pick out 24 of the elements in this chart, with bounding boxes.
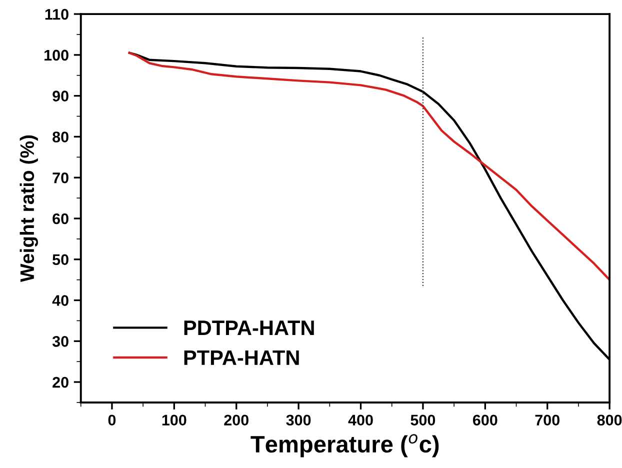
x-tick-label: 300 bbox=[286, 414, 311, 426]
x-axis-title: Temperature ($^{o}$c) bbox=[250, 434, 439, 458]
y-tick-label: 90 bbox=[52, 90, 68, 102]
x-tick-label: 800 bbox=[597, 414, 622, 426]
y-axis-title: Weight ratio (%) bbox=[20, 135, 38, 282]
y-tick-label: 60 bbox=[52, 213, 68, 224]
y-tick-label: 40 bbox=[52, 295, 68, 306]
x-tick-label: 0 bbox=[108, 414, 116, 426]
y-tick-label: 100 bbox=[44, 50, 68, 61]
y-tick-label: 30 bbox=[52, 336, 68, 347]
y-tick-label: 80 bbox=[52, 132, 68, 142]
x-tick-label: 200 bbox=[224, 414, 248, 426]
y-tick-label: 50 bbox=[52, 254, 68, 266]
legend-label: PDTPA-HATN bbox=[184, 320, 314, 335]
x-tick-label: 700 bbox=[535, 414, 560, 426]
y-tick-label: 110 bbox=[45, 8, 68, 20]
legend-label: PTPA-HATN bbox=[184, 350, 299, 365]
x-tick-label: 400 bbox=[348, 414, 373, 426]
y-tick-label: 70 bbox=[52, 172, 68, 184]
x-tick-label: 100 bbox=[162, 414, 186, 426]
x-tick-label: 600 bbox=[472, 414, 498, 426]
x-tick-label: 500 bbox=[410, 414, 436, 426]
y-tick-label: 20 bbox=[52, 376, 68, 388]
line-series bbox=[128, 52, 610, 281]
